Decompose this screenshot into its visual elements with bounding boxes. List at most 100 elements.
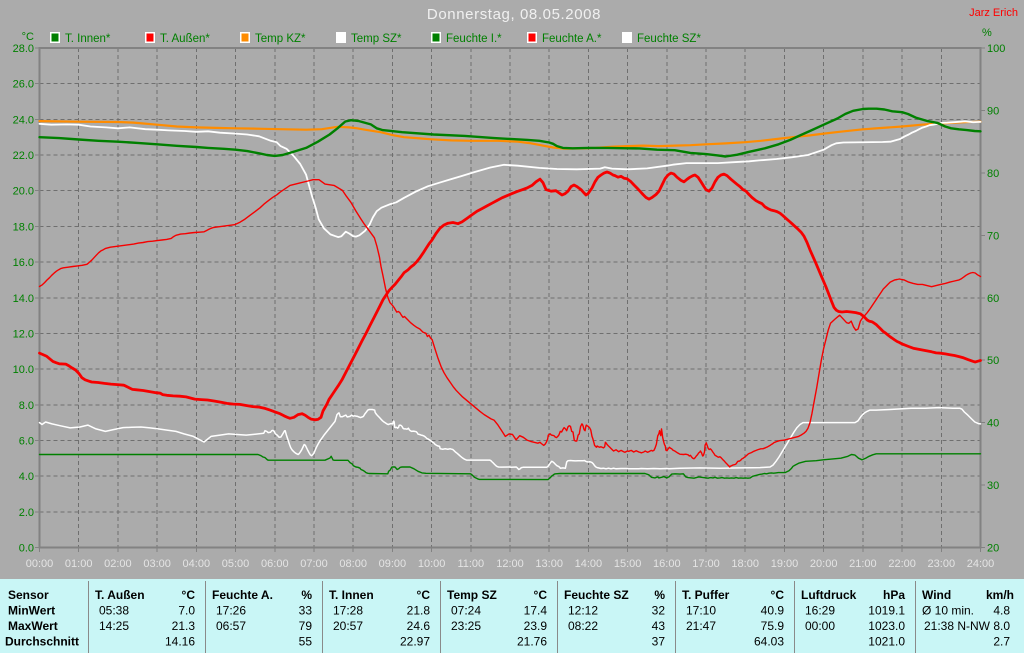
- svg-text:19:00: 19:00: [771, 558, 799, 570]
- svg-text:08:00: 08:00: [339, 558, 367, 570]
- svg-text:23.9: 23.9: [524, 619, 548, 633]
- svg-text:T. Innen: T. Innen: [329, 588, 374, 602]
- svg-text:20:00: 20:00: [810, 558, 838, 570]
- svg-text:10:00: 10:00: [418, 558, 446, 570]
- svg-text:0.0: 0.0: [19, 543, 34, 555]
- svg-text:60: 60: [987, 293, 999, 305]
- svg-text:32: 32: [652, 604, 666, 618]
- svg-text:14.16: 14.16: [165, 634, 195, 648]
- svg-text:100: 100: [987, 43, 1005, 55]
- svg-text:Feuchte SZ: Feuchte SZ: [564, 588, 629, 602]
- svg-text:10.0: 10.0: [13, 364, 34, 376]
- svg-text:20:57: 20:57: [333, 619, 363, 633]
- svg-text:%: %: [982, 27, 992, 39]
- svg-text:28.0: 28.0: [13, 43, 34, 55]
- svg-text:20.0: 20.0: [13, 186, 34, 198]
- svg-text:22.97: 22.97: [400, 634, 430, 648]
- svg-text:°C: °C: [534, 588, 548, 602]
- svg-text:11:00: 11:00: [457, 558, 484, 570]
- svg-text:12:00: 12:00: [496, 558, 524, 570]
- svg-text:Temp SZ*: Temp SZ*: [351, 33, 402, 45]
- svg-text:1021.0: 1021.0: [868, 634, 905, 648]
- svg-text:°C: °C: [417, 588, 431, 602]
- svg-text:21.3: 21.3: [172, 619, 196, 633]
- svg-text:23:00: 23:00: [928, 558, 956, 570]
- svg-text:04:00: 04:00: [183, 558, 211, 570]
- svg-text:16.0: 16.0: [13, 257, 34, 269]
- svg-text:21.8: 21.8: [407, 604, 431, 618]
- svg-text:%: %: [654, 588, 665, 602]
- svg-text:13:00: 13:00: [535, 558, 563, 570]
- svg-text:24.6: 24.6: [407, 619, 431, 633]
- svg-text:T. Puffer: T. Puffer: [682, 588, 730, 602]
- svg-text:12.0: 12.0: [13, 328, 34, 340]
- svg-text:17:26: 17:26: [216, 604, 246, 618]
- svg-text:06:00: 06:00: [261, 558, 289, 570]
- svg-text:7.0: 7.0: [178, 604, 195, 618]
- svg-text:07:00: 07:00: [300, 558, 328, 570]
- svg-text:12:12: 12:12: [568, 604, 598, 618]
- svg-text:Sensor: Sensor: [8, 588, 49, 602]
- svg-text:43: 43: [652, 619, 666, 633]
- svg-text:24.0: 24.0: [13, 114, 34, 126]
- svg-text:MinWert: MinWert: [8, 604, 55, 618]
- svg-text:Donnerstag, 08.05.2008: Donnerstag, 08.05.2008: [427, 6, 601, 23]
- svg-text:16:00: 16:00: [653, 558, 681, 570]
- svg-text:37: 37: [652, 634, 666, 648]
- svg-text:17.4: 17.4: [524, 604, 548, 618]
- svg-text:55: 55: [299, 634, 313, 648]
- svg-text:N-NW 8.0: N-NW 8.0: [957, 619, 1010, 633]
- svg-text:18:00: 18:00: [731, 558, 759, 570]
- svg-text:1019.1: 1019.1: [868, 604, 905, 618]
- svg-text:22:00: 22:00: [888, 558, 916, 570]
- svg-text:14:00: 14:00: [575, 558, 603, 570]
- svg-text:64.03: 64.03: [754, 634, 784, 648]
- svg-text:03:00: 03:00: [143, 558, 171, 570]
- svg-text:21:47: 21:47: [686, 619, 716, 633]
- svg-text:16:29: 16:29: [805, 604, 835, 618]
- svg-text:18.0: 18.0: [13, 221, 34, 233]
- svg-text:T. Innen*: T. Innen*: [65, 33, 111, 45]
- svg-text:4.0: 4.0: [19, 471, 34, 483]
- svg-text:02:00: 02:00: [104, 558, 132, 570]
- svg-text:09:00: 09:00: [379, 558, 407, 570]
- svg-text:21:00: 21:00: [849, 558, 877, 570]
- svg-text:00:00: 00:00: [805, 619, 835, 633]
- svg-text:00:00: 00:00: [26, 558, 54, 570]
- svg-text:km/h: km/h: [986, 588, 1014, 602]
- svg-text:Feuchte A.: Feuchte A.: [212, 588, 273, 602]
- svg-text:26.0: 26.0: [13, 79, 34, 91]
- svg-text:14:25: 14:25: [99, 619, 129, 633]
- svg-text:40.9: 40.9: [761, 604, 785, 618]
- svg-text:°C: °C: [771, 588, 785, 602]
- svg-text:80: 80: [987, 168, 999, 180]
- svg-text:05:38: 05:38: [99, 604, 129, 618]
- svg-text:Wind: Wind: [922, 588, 951, 602]
- svg-text:70: 70: [987, 230, 999, 242]
- svg-text:Temp SZ: Temp SZ: [447, 588, 497, 602]
- svg-text:Feuchte SZ*: Feuchte SZ*: [637, 33, 701, 45]
- svg-text:21:38: 21:38: [924, 619, 954, 633]
- svg-text:2.0: 2.0: [19, 507, 34, 519]
- svg-text:hPa: hPa: [883, 588, 905, 602]
- svg-text:1023.0: 1023.0: [868, 619, 905, 633]
- svg-text:2.7: 2.7: [993, 634, 1010, 648]
- svg-text:Jarz Erich: Jarz Erich: [969, 7, 1018, 19]
- svg-text:21.76: 21.76: [517, 634, 547, 648]
- svg-text:22.0: 22.0: [13, 150, 34, 162]
- svg-text:T. Außen*: T. Außen*: [160, 33, 210, 45]
- svg-text:°C: °C: [22, 31, 34, 43]
- svg-text:Feuchte I.*: Feuchte I.*: [446, 33, 502, 45]
- svg-text:MaxWert: MaxWert: [8, 619, 58, 633]
- svg-text:6.0: 6.0: [19, 436, 34, 448]
- svg-text:Ø 10 min.: Ø 10 min.: [922, 604, 974, 618]
- svg-text:8.0: 8.0: [19, 400, 34, 412]
- svg-text:T. Außen: T. Außen: [95, 588, 145, 602]
- svg-text:17:28: 17:28: [333, 604, 363, 618]
- svg-text:14.0: 14.0: [13, 293, 34, 305]
- svg-text:°C: °C: [182, 588, 196, 602]
- svg-text:06:57: 06:57: [216, 619, 246, 633]
- svg-text:24:00: 24:00: [967, 558, 995, 570]
- svg-text:30: 30: [987, 480, 999, 492]
- svg-text:23:25: 23:25: [451, 619, 481, 633]
